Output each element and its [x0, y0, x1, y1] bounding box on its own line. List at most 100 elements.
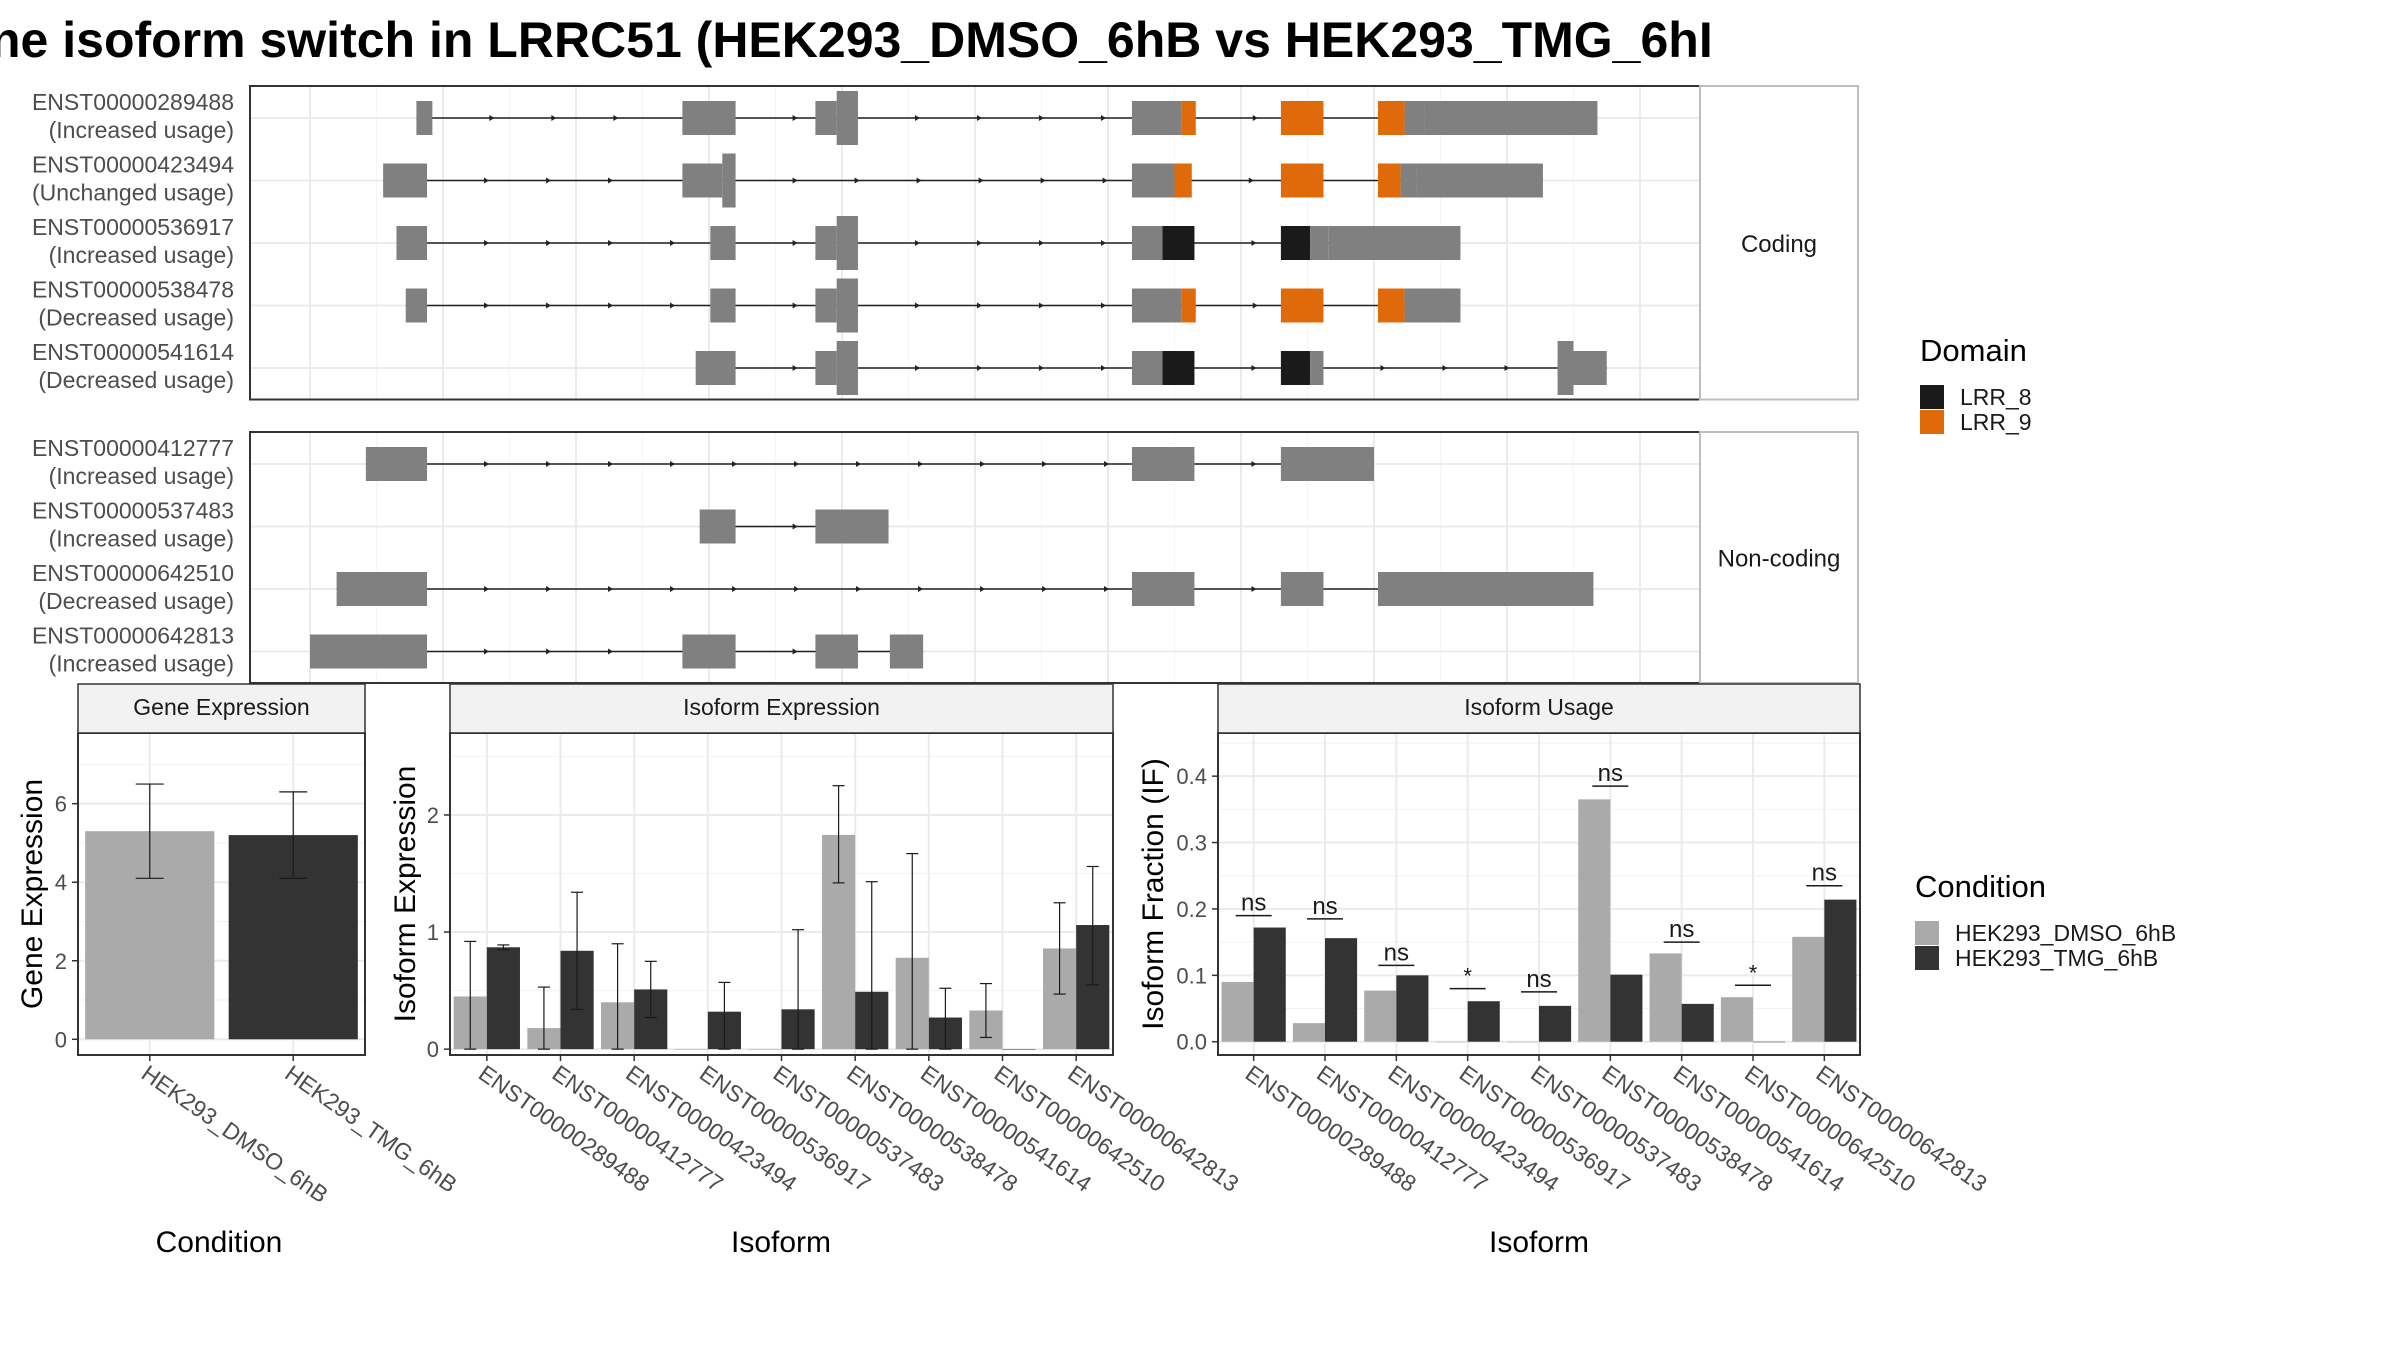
exon: [1131, 572, 1195, 606]
x-axis-title: Condition: [156, 1226, 283, 1259]
exon-lrr8-domain: [1280, 226, 1311, 260]
intron-arrow: [546, 586, 552, 592]
intron-arrow: [484, 648, 490, 655]
exon: [1416, 163, 1543, 198]
panel-title: Isoform Usage: [1464, 694, 1614, 720]
transcript-usage-label: (Unchanged usage): [32, 180, 234, 206]
exon: [682, 101, 736, 135]
exon: [1131, 288, 1182, 323]
exon: [1280, 572, 1324, 606]
intron-arrow: [1100, 115, 1106, 121]
utr-exon: [836, 91, 858, 145]
exon-lrr9-domain: [1181, 288, 1196, 323]
transcript-ENST00000538478: ENST00000538478(Decreased usage): [32, 277, 1461, 333]
exon: [1400, 163, 1417, 198]
facet-non-coding: ENST00000412777(Increased usage)ENST0000…: [32, 431, 1859, 684]
exon: [1328, 226, 1461, 260]
transcript-structure-panel: ENST00000289488(Increased usage) ENST0000…: [32, 85, 1859, 684]
legend-key: [1920, 410, 1944, 434]
bar: [1610, 974, 1643, 1042]
transcript-usage-label: (Decreased usage): [38, 367, 234, 393]
intron-arrow: [792, 240, 798, 246]
exon: [336, 572, 428, 606]
intron-arrow: [980, 586, 986, 592]
intron-arrow: [976, 115, 982, 121]
utr-exon: [836, 341, 858, 395]
intron-arrow: [670, 240, 676, 246]
exon: [815, 226, 837, 260]
intron-arrow: [489, 115, 495, 121]
exon-lrr9-domain: [1377, 288, 1405, 323]
significance-label: ns: [1384, 939, 1409, 966]
legend-label: HEK293_DMSO_6hB: [1955, 920, 2176, 946]
intron-arrow: [546, 302, 552, 309]
y-tick-label: 0: [55, 1027, 67, 1052]
exon: [889, 634, 924, 669]
intron-arrow: [976, 365, 982, 371]
bar: [1253, 927, 1286, 1042]
intron-arrow: [608, 240, 614, 246]
intron-arrow: [1252, 115, 1258, 121]
intron-arrow: [670, 461, 676, 467]
bar: [1364, 990, 1397, 1042]
figure-title: ne isoform switch in LRRC51 (HEK293_DMSO…: [0, 12, 1713, 68]
panel-title: Isoform Expression: [683, 694, 880, 720]
intron-arrow: [916, 177, 922, 184]
bar: [1221, 981, 1254, 1042]
y-tick-label: 0.3: [1176, 831, 1207, 856]
panel-title: Gene Expression: [133, 694, 309, 720]
intron-arrow: [1252, 302, 1258, 309]
panel-strip: [77, 683, 366, 734]
intron-arrow: [914, 115, 920, 121]
intron-arrow: [1251, 461, 1257, 467]
bar: [674, 1049, 708, 1050]
intron-arrow: [484, 461, 490, 467]
exon: [682, 634, 736, 669]
exon: [815, 101, 837, 135]
exon: [1131, 447, 1195, 481]
utr-exon: [722, 153, 736, 208]
transcript-usage-label: (Increased usage): [49, 117, 234, 143]
legend-key: [1915, 946, 1939, 970]
intron-arrow: [613, 115, 619, 121]
y-tick-label: 0.2: [1176, 897, 1207, 922]
exon: [815, 351, 837, 385]
y-axis-title: Gene Expression: [16, 779, 49, 1009]
intron-arrow: [792, 115, 798, 121]
bar-charts: Gene Expression0246HEK293_DMSO_6hBHEK293…: [16, 683, 1992, 1259]
bar: [1649, 953, 1682, 1042]
y-tick-label: 4: [55, 870, 67, 895]
chart-isoform-usage: ns ns ns * ns ns ns * ns Isoform Usage 0.0 0.1 0.2 0.…: [1137, 683, 1992, 1259]
intron-arrow: [856, 461, 862, 467]
legend-key: [1920, 385, 1944, 409]
facet-strip-label: Coding: [1741, 231, 1817, 258]
bar: [1467, 1001, 1500, 1042]
significance-label: ns: [1312, 893, 1337, 920]
transcript-usage-label: (Decreased usage): [38, 588, 234, 614]
exon: [310, 634, 428, 669]
intron-arrow: [608, 461, 614, 467]
bar: [1753, 1041, 1786, 1043]
intron-arrow: [546, 240, 552, 246]
transcript-id-label: ENST00000537483: [32, 498, 234, 524]
transcript-ENST00000289488: ENST00000289488(Increased usage): [32, 89, 1598, 145]
exon: [1424, 101, 1598, 135]
exon: [1280, 447, 1374, 481]
exon: [1310, 351, 1324, 385]
bar: [1506, 1041, 1539, 1043]
exon: [815, 509, 889, 544]
intron-arrow: [608, 302, 614, 309]
intron-arrow: [792, 648, 798, 655]
intron-arrow: [670, 302, 676, 309]
intron-arrow: [1100, 240, 1106, 246]
bar: [1720, 997, 1753, 1042]
intron-arrow: [918, 461, 924, 467]
exon: [710, 226, 736, 260]
y-tick-label: 2: [427, 803, 439, 828]
exon: [695, 351, 736, 385]
intron-arrow: [792, 365, 798, 371]
transcript-usage-label: (Increased usage): [49, 463, 234, 489]
intron-arrow: [484, 302, 490, 309]
exon-lrr8-domain: [1162, 226, 1195, 260]
transcript-id-label: ENST00000536917: [32, 214, 234, 240]
